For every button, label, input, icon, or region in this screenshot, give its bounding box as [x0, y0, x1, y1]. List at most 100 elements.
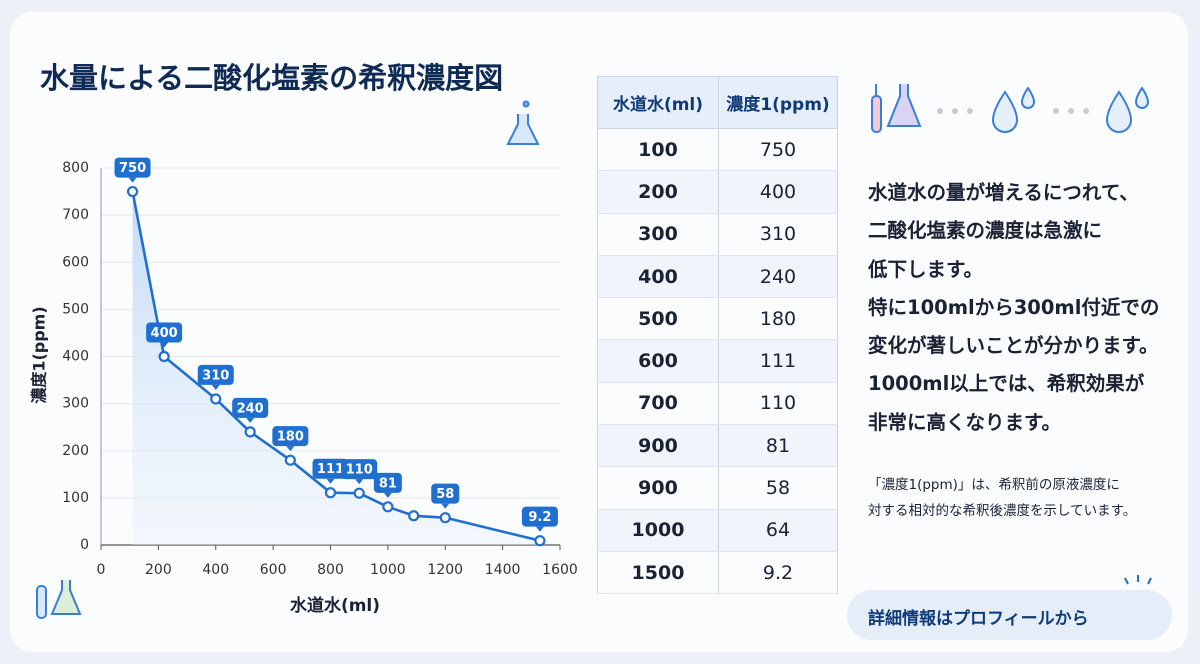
description-line: 非常に高くなります。	[868, 410, 1062, 434]
description-line: 水道水の量が増えるにつれて、	[868, 181, 1139, 204]
table-cell: 240	[718, 255, 838, 299]
y-tick-label: 200	[62, 443, 89, 459]
label-pointer	[383, 492, 392, 498]
y-tick-label: 300	[62, 396, 89, 412]
data-point	[382, 501, 394, 513]
description: 水道水の量が増えるにつれて、 二酸化塩素の濃度は急激に 低下します。特に100mlか…	[868, 174, 1159, 442]
y-tick-label: 700	[62, 207, 89, 223]
y-tick-label: 500	[62, 301, 89, 317]
label-pointer	[160, 342, 169, 348]
table-row: 700 110	[597, 382, 838, 426]
data-label: 240	[237, 401, 264, 416]
data-point	[408, 510, 420, 522]
x-axis-label: 水道水(ml)	[290, 595, 380, 616]
data-label: 400	[151, 326, 178, 341]
profile-button[interactable]: 詳細情報はプロフィールから	[847, 590, 1172, 640]
table-cell: 111	[718, 339, 838, 383]
table-header: 濃度1(ppm)	[718, 76, 838, 129]
table-row: 1000 64	[597, 509, 838, 552]
description-line: 特に100mlから300ml付近での	[868, 295, 1160, 319]
data-point	[439, 512, 451, 524]
y-axis-label: 濃度1(ppm)	[30, 306, 49, 403]
data-point	[126, 185, 139, 198]
flask-icon	[506, 100, 540, 145]
description-line: 1000ml以上では、希釈効果が	[868, 372, 1145, 396]
label-box	[197, 364, 234, 385]
label-pointer	[441, 503, 450, 509]
table-row: 900 58	[597, 466, 838, 510]
table-cell: 81	[718, 424, 838, 468]
x-tick-label: 1400	[485, 562, 521, 578]
table-cell: 900	[597, 424, 719, 468]
table-cell: 110	[718, 382, 838, 426]
table-cell: 900	[597, 466, 719, 510]
table-row: 600 111	[597, 339, 838, 383]
x-tick-label: 0	[97, 562, 106, 578]
button-label[interactable]: 詳細情報はプロフィールから	[868, 609, 1089, 629]
label-box	[272, 426, 309, 447]
y-tick-label: 0	[80, 537, 89, 553]
table-row: 300 310	[597, 213, 838, 256]
chart-title: 水量による二酸化塩素の希釈濃度図	[40, 61, 503, 95]
lab-icon	[36, 84, 922, 619]
table-row: 900 81	[597, 424, 838, 468]
table-row: 400 240	[597, 255, 838, 299]
data-label: 58	[436, 487, 454, 502]
table-cell: 64	[718, 509, 838, 552]
table-cell: 100	[597, 128, 719, 172]
x-tick-label: 200	[145, 562, 172, 578]
label-pointer	[128, 177, 137, 183]
table-cell: 700	[597, 382, 719, 426]
x-tick-label: 600	[260, 562, 287, 578]
data-label: 110	[346, 463, 373, 478]
table-cell: 300	[597, 213, 719, 256]
x-tick-label: 1000	[370, 562, 406, 578]
area-fill	[132, 191, 540, 545]
y-tick-label: 800	[62, 160, 89, 176]
table-cell: 1500	[597, 551, 719, 595]
label-pointer	[286, 446, 295, 452]
table-cell: 400	[597, 255, 719, 299]
data-point	[244, 426, 256, 438]
table-header: 水道水(ml)	[597, 76, 719, 129]
table-cell: 180	[718, 297, 838, 341]
data-point	[353, 487, 365, 499]
data-label: 111	[317, 462, 344, 477]
table-row: 1500 9.2	[597, 551, 838, 595]
label-box	[114, 157, 151, 178]
label-pointer	[535, 526, 544, 532]
data-label: 81	[379, 476, 397, 491]
data-label: 310	[202, 368, 229, 383]
data-label: 180	[277, 430, 304, 445]
data-point	[158, 350, 170, 363]
y-tick-label: 400	[62, 349, 89, 365]
footnote-line: 「濃度1(ppm)」は、希釈前の原液濃度に	[868, 477, 1120, 493]
data-point	[534, 535, 546, 547]
table-cell: 600	[597, 339, 719, 383]
label-box	[146, 322, 183, 343]
description-line: 低下します。	[868, 257, 984, 281]
label-box	[232, 397, 269, 418]
table-cell: 750	[718, 128, 838, 172]
x-tick-label: 400	[202, 562, 229, 578]
label-pointer	[355, 479, 364, 485]
label-box	[431, 483, 460, 504]
data-point	[210, 393, 222, 405]
label-box	[312, 458, 349, 479]
label-pointer	[211, 384, 220, 390]
data-point	[284, 454, 296, 466]
label-pointer	[326, 478, 335, 484]
table-cell: 1000	[597, 509, 719, 552]
footnote-line: 対する相対的な希釈後濃度を示しています。	[868, 503, 1137, 519]
drops-icon	[937, 86, 1150, 133]
table-cell: 500	[597, 297, 719, 341]
footnote: 「濃度1(ppm)」は、希釈前の原液濃度に対する相対的な希釈後濃度を示しています…	[868, 472, 1136, 524]
label-box	[521, 506, 558, 527]
y-tick-label: 100	[62, 490, 89, 506]
description-line: 二酸化塩素の濃度は急激に	[868, 219, 1103, 243]
table-cell: 310	[718, 213, 838, 256]
label-pointer	[246, 417, 255, 423]
table-cell: 58	[718, 466, 838, 510]
